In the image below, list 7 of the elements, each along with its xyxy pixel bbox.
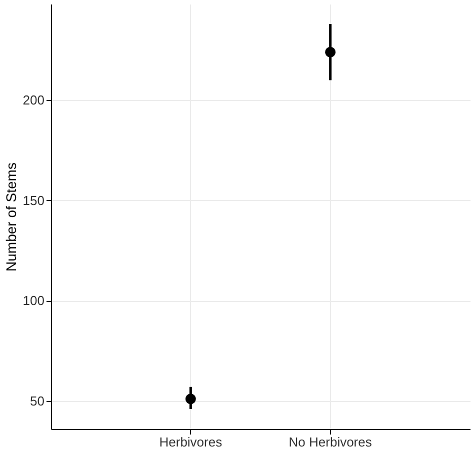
x-tick-label: No Herbivores xyxy=(288,434,372,450)
y-tick-label: 150 xyxy=(22,192,44,208)
y-axis-title: Number of Stems xyxy=(2,162,19,272)
x-tick-label: Herbivores xyxy=(159,434,223,450)
y-tick-label: 50 xyxy=(30,393,44,408)
y-tick-label: 100 xyxy=(22,293,44,308)
y-tick-label: 200 xyxy=(22,92,44,108)
